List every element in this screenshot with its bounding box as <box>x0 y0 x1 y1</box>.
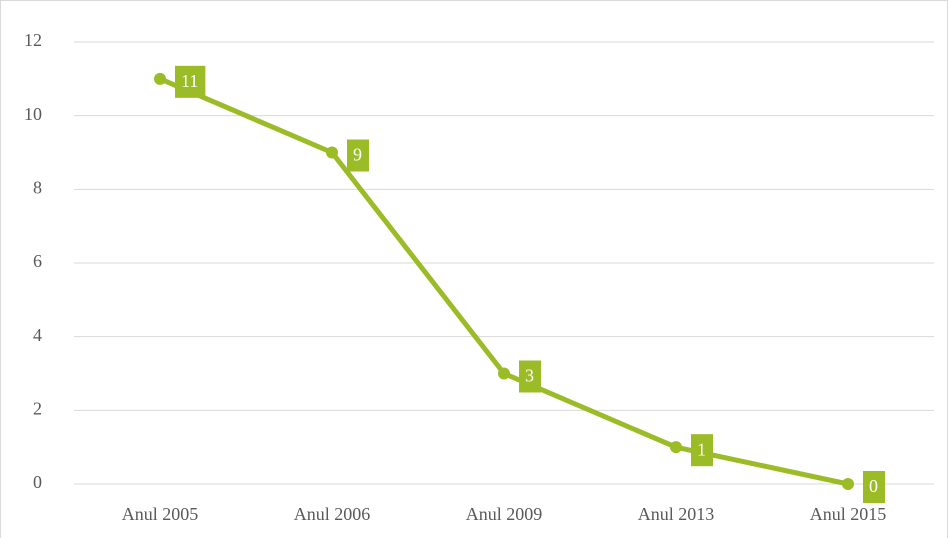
data-label: 0 <box>869 476 878 496</box>
point <box>326 146 338 159</box>
data-label: 1 <box>697 439 706 459</box>
x-tick-label: Anul 2013 <box>638 504 715 524</box>
data-label: 3 <box>525 366 534 386</box>
data-label-box <box>519 360 541 393</box>
y-tick-label: 6 <box>33 251 42 271</box>
data-label-box <box>691 434 713 467</box>
x-tick-label: Anul 2015 <box>810 504 887 524</box>
y-tick-label: 4 <box>33 325 42 345</box>
x-tick-label: Anul 2006 <box>294 504 371 524</box>
point <box>842 478 854 490</box>
point <box>498 367 510 380</box>
data-label-box <box>175 65 206 98</box>
point <box>670 441 682 454</box>
x-tick-label: Anul 2005 <box>122 504 199 524</box>
y-tick-label: 8 <box>33 177 42 197</box>
y-tick-label: 10 <box>24 104 42 124</box>
y-tick-label: 2 <box>33 398 42 418</box>
line <box>159 76 849 487</box>
point <box>154 72 166 85</box>
y-tick-label: 0 <box>33 472 42 492</box>
y-tick-label: 12 <box>24 30 42 50</box>
data-label: 11 <box>181 71 198 91</box>
data-label: 9 <box>353 145 362 165</box>
x-tick-label: Anul 2009 <box>466 504 543 524</box>
data-label-box <box>863 471 885 503</box>
data-label-box <box>347 139 369 172</box>
